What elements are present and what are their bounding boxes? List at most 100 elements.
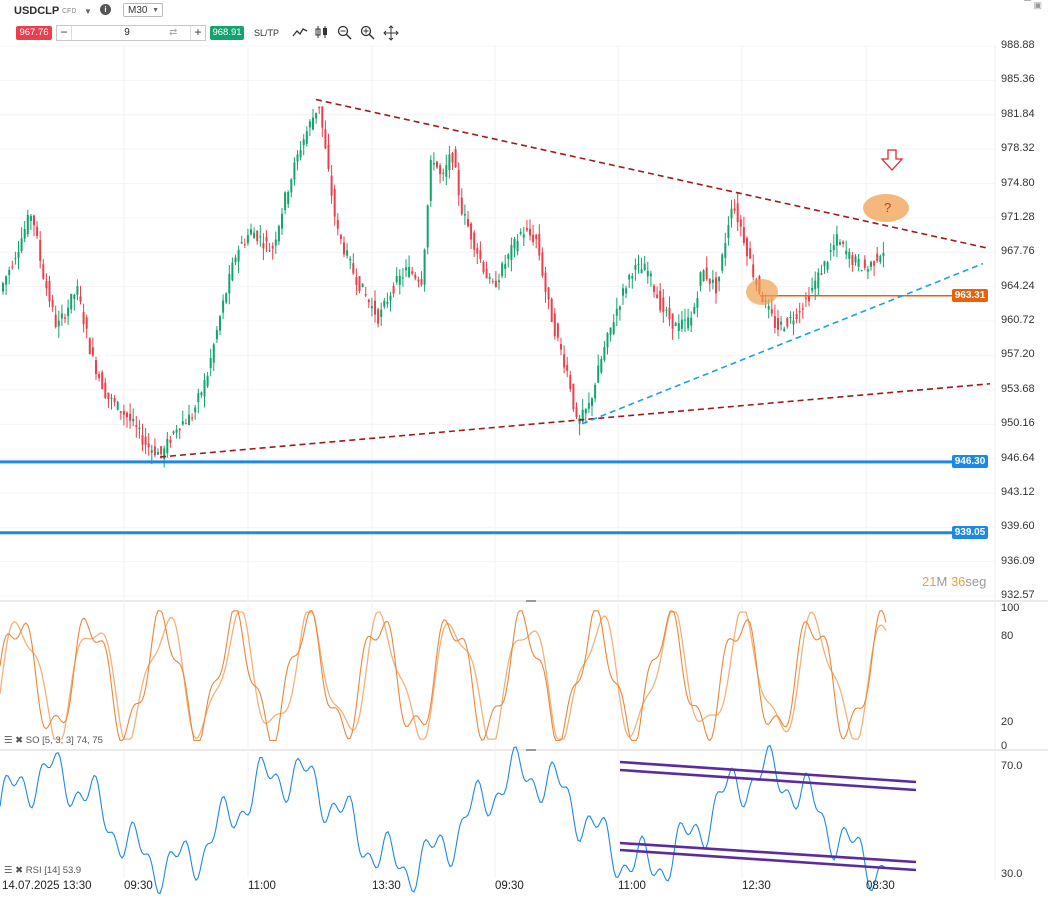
candle-body [277,226,280,242]
candle-body [113,397,116,403]
candle-body [501,263,504,277]
stochastic-fast-line [0,610,887,742]
candle-body [724,243,727,258]
candle-body [451,153,454,163]
quantity-stepper[interactable]: − 9 ⇄ + [56,25,206,41]
candle-body [482,261,485,273]
candle-body [699,272,702,286]
indicator-menu-icon[interactable]: ☰ ✖ [4,865,24,876]
candle-body [786,318,789,327]
candle-body [839,242,841,245]
candle-body [324,129,327,149]
candle-body [119,411,122,413]
rsi-channel-upper-1 [619,760,917,784]
candle-body [104,382,107,398]
candle-body [225,293,228,303]
increase-quantity-button[interactable]: + [190,26,205,40]
candle-body [649,273,652,277]
so-legend[interactable]: ☰ ✖ SO [5, 3, 3] 74, 75 [4,735,103,746]
zoom-in-icon[interactable] [360,25,376,41]
candle-body [392,286,395,294]
candle-body [479,250,482,259]
price-tick: 943.12 [1001,485,1035,498]
candle-body [274,239,277,246]
price-tick: 974.80 [1001,176,1035,189]
candle-body [510,245,513,261]
candle-body [835,234,838,246]
candle-body [147,443,150,448]
timer-seconds: 36 [950,574,966,589]
candle-body [773,316,776,328]
candle-body [386,301,389,304]
level-tag-blue-2[interactable]: 939.05 [952,525,988,539]
rsi-legend[interactable]: ☰ ✖ RSI [14] 53.9 [4,865,81,876]
candle-body [857,259,860,267]
candle-body [829,250,832,252]
price-tick: 981.84 [1001,107,1035,120]
candle-body [566,364,569,371]
quantity-value[interactable]: 9 [124,27,130,38]
candle-body [845,250,848,255]
maximize-icon[interactable]: ▣ [1033,0,1042,10]
crosshair-icon[interactable] [383,25,399,41]
candle-body [157,452,159,455]
candle-body [665,309,668,311]
candle-body [281,213,283,229]
candle-body [538,233,541,256]
candle-body [622,288,624,296]
candle-body [163,448,166,459]
question-annotation[interactable]: ? [884,200,892,215]
time-label-2: 11:00 [248,880,276,892]
candle-body [547,287,550,300]
sl-tp-button[interactable]: SL/TP [254,28,280,38]
price-tick: 953.68 [1001,382,1035,395]
candle-body [736,203,739,223]
candle-body [318,106,321,109]
candle-body [296,154,299,162]
decrease-quantity-button[interactable]: − [57,26,72,40]
buy-button[interactable]: 968.91 [210,26,244,40]
candle-body [569,375,572,389]
candle-body [184,423,187,425]
info-icon[interactable]: i [100,4,111,15]
line-chart-icon[interactable] [292,25,308,41]
candle-body [23,228,26,239]
candle-body [488,277,491,279]
candle-body [194,407,197,413]
candle-body [26,214,29,235]
level-tag-blue-1[interactable]: 946.30 [952,454,988,468]
minimize-icon[interactable]: ▔ [1024,0,1031,10]
swap-icon[interactable]: ⇄ [169,27,178,38]
candle-body [243,244,246,246]
candle-body [246,235,249,244]
candle-body [727,225,730,239]
candle-body [423,249,426,285]
candle-body [287,191,290,205]
candle-body [256,230,259,242]
candle-body [364,294,367,296]
price-tick: 960.72 [1001,314,1035,327]
candle-body [696,298,699,308]
timeframe-select[interactable]: M30 ▼ [123,3,163,17]
sell-button[interactable]: 967.76 [16,26,52,40]
zoom-out-icon[interactable] [337,25,353,41]
candle-body [742,227,745,243]
indicator-menu-icon[interactable]: ☰ ✖ [4,735,24,746]
candle-body [429,160,432,201]
candle-body [299,150,302,158]
candle-body [132,418,135,422]
price-tick: 988.88 [1001,39,1035,51]
candle-body [860,270,863,272]
candle-body [370,306,373,309]
level-tag-orange[interactable]: 963.31 [952,288,988,302]
candle-body [687,317,690,329]
candle-body [721,254,724,271]
symbol-dropdown-icon[interactable]: ▼ [84,7,92,16]
candle-body [749,248,752,259]
candles-icon[interactable] [314,25,330,41]
candle-body [95,360,97,375]
candle-body [680,319,683,329]
candle-body [11,266,14,268]
symbol-name[interactable]: USDCLP [14,5,60,17]
